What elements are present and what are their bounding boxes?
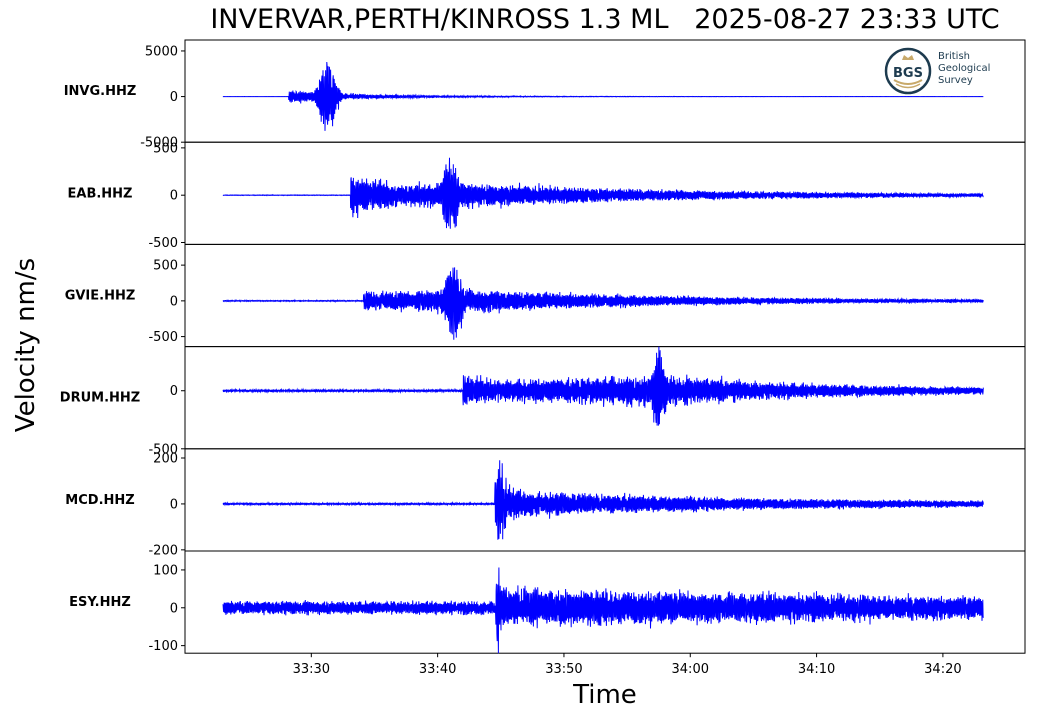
y-tick-label: 0: [170, 189, 178, 204]
y-tick-label: 100: [153, 563, 178, 578]
y-tick-label: -200: [148, 543, 178, 558]
y-tick-label: 500: [153, 259, 178, 274]
station-label-4: DRUM.HHZ: [60, 391, 140, 406]
y-tick-label: -5000: [140, 136, 178, 151]
x-tick-label: 33:50: [545, 662, 582, 677]
logo-line-2: Geological: [938, 63, 991, 74]
station-label-3: GVIE.HHZ: [65, 289, 136, 304]
y-tick-label: 0: [170, 90, 178, 105]
station-label-6: ESY.HHZ: [69, 595, 131, 610]
station-label-1: INVG.HHZ: [64, 84, 137, 99]
waveform-invg-hhz: [222, 61, 984, 131]
y-tick-label: 0: [170, 384, 178, 399]
y-tick-label: 200: [153, 451, 178, 466]
station-label-5: MCD.HHZ: [65, 493, 134, 508]
logo-line-1: British: [938, 51, 970, 62]
waveform-gvie-hhz: [222, 267, 984, 340]
waveform-mcd-hhz: [222, 460, 984, 540]
y-tick-label: -500: [148, 442, 178, 457]
x-tick-label: 33:30: [293, 662, 330, 677]
y-tick-label: 0: [170, 497, 178, 512]
panel-frame-3: [184, 243, 1026, 348]
bgs-emblem-icon: BGS: [884, 47, 932, 95]
x-tick-label: 33:40: [419, 662, 456, 677]
waveform-drum-hhz: [222, 346, 984, 426]
chart-title: INVERVAR,PERTH/KINROSS 1.3 ML 2025-08-27…: [210, 4, 1000, 35]
waveform-esy-hhz: [222, 567, 984, 654]
x-tick-label: 34:10: [798, 662, 835, 677]
y-tick-label: -100: [148, 639, 178, 654]
y-tick-label: 500: [153, 141, 178, 156]
panel-frame-6: [184, 550, 1026, 654]
y-tick-label: 5000: [145, 44, 178, 59]
x-axis-label: Time: [573, 680, 637, 710]
bgs-logo: BGS British Geological Survey: [884, 46, 1004, 96]
x-tick-label: 34:20: [924, 662, 961, 677]
logo-line-3: Survey: [938, 75, 973, 86]
y-tick-label: -500: [148, 330, 178, 345]
logo-badge-text: BGS: [893, 66, 923, 81]
y-tick-label: 0: [170, 294, 178, 309]
waveform-eab-hhz: [222, 157, 984, 229]
logo-wordmark: British Geological Survey: [938, 51, 990, 87]
x-tick-label: 34:00: [672, 662, 709, 677]
y-tick-label: 0: [170, 601, 178, 616]
y-tick-label: -500: [148, 236, 178, 251]
station-label-2: EAB.HHZ: [68, 186, 133, 201]
